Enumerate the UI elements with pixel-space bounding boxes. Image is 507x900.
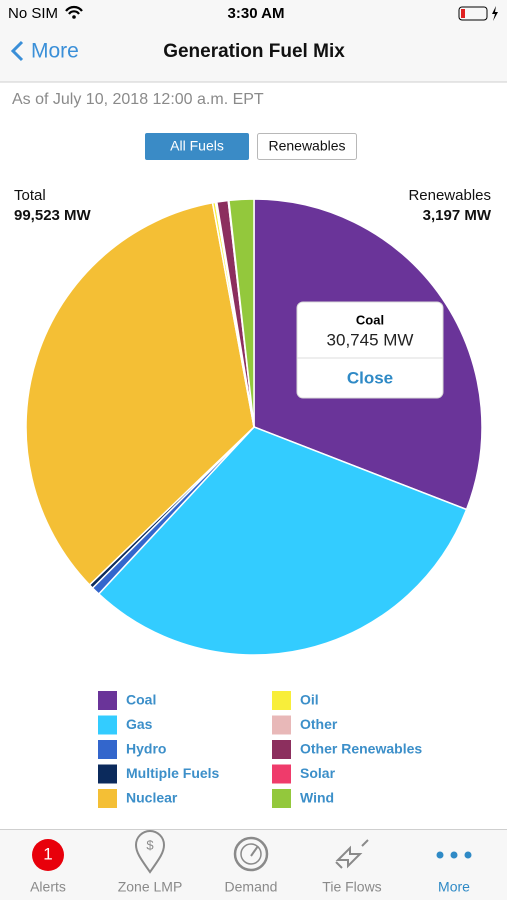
carrier: No SIM [8,5,58,22]
pie-slice [228,198,255,428]
timestamp: As of July 10, 2018 12:00 a.m. EPT [12,91,264,108]
legend-label: Hydro [126,741,166,757]
tooltip-box [296,301,444,399]
tooltip-value: 30,745 MW [327,330,414,349]
legend-swatch [272,691,291,710]
legend: Coal Gas Hydro Multiple Fuels Nuclear Oil Othe… [98,691,422,808]
back-button[interactable]: More [31,40,79,63]
tab-bar [0,829,507,900]
renewables-label: Renewables [408,187,491,204]
total-value: 99,523 MW [14,207,92,224]
wifi-dot [72,15,76,19]
pie-slice [25,201,255,586]
wifi-icon [65,5,83,15]
legend-swatch [98,789,117,808]
legend-label: Other Renewables [300,741,422,757]
legend-label: Nuclear [126,790,178,806]
legend-swatch [98,764,117,784]
header-bg [0,0,507,82]
tooltip-title: Coal [356,312,384,327]
demand-needle [250,845,259,857]
tie-flows-icon[interactable] [335,839,369,869]
more-dot[interactable] [436,851,444,859]
legend-swatch [272,789,291,808]
legend-swatch [272,715,291,735]
toggle-active[interactable] [145,133,249,160]
alert-badge-count: 1 [43,844,52,863]
battery-level [461,9,465,18]
pie-slice [97,426,468,656]
legend-swatch [98,691,117,710]
legend-swatch [98,715,117,735]
legend-swatch [272,764,291,784]
legend-label: Solar [300,765,336,781]
tab-tie-flows[interactable]: Tie Flows [322,879,381,895]
renewables-value: 3,197 MW [423,207,492,224]
dollar-sign: $ [146,837,154,852]
total-label: Total [14,187,46,204]
zone-lmp-icon[interactable] [134,830,166,874]
tab-alerts[interactable]: Alerts [30,879,66,895]
toggle-inactive[interactable] [257,133,357,160]
legend-label: Other [300,716,338,732]
legend-swatch [272,740,291,759]
legend-label: Oil [300,692,319,708]
demand-icon[interactable] [233,836,269,872]
tab-zone-lmp[interactable]: Zone LMP [118,879,183,895]
more-dot[interactable] [450,851,458,859]
toggle-renewables[interactable]: Renewables [268,138,345,154]
charging-icon [492,6,498,21]
tab-demand[interactable]: Demand [225,879,278,895]
pie-chart [25,198,483,656]
nav-title: Generation Fuel Mix [163,41,345,62]
legend-label: Coal [126,692,156,708]
demand-icon-inner [240,843,262,865]
toggle-all-fuels[interactable]: All Fuels [170,138,224,154]
legend-label: Multiple Fuels [126,765,220,781]
more-dot[interactable] [464,851,472,859]
back-chevron[interactable] [10,40,24,62]
legend-swatch [98,740,117,759]
alert-badge[interactable] [32,839,64,871]
tab-more[interactable]: More [438,879,470,895]
clock: 3:30 AM [228,5,285,22]
tooltip-close[interactable]: Close [347,368,393,387]
battery [458,6,488,21]
tooltip: Coal 30,745 MW Close [296,301,444,399]
legend-label: Gas [126,716,153,732]
legend-label: Wind [300,790,334,806]
